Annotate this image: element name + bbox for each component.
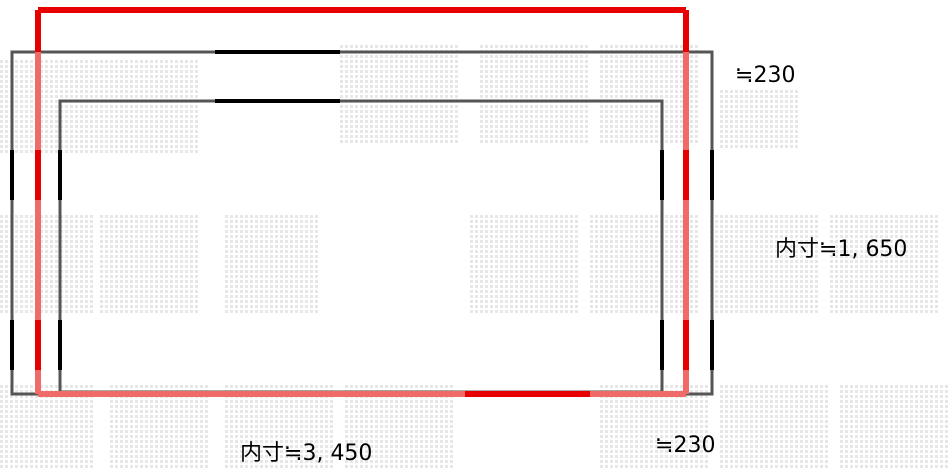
watermark-block xyxy=(100,215,200,315)
watermark-block xyxy=(110,385,210,470)
inner-height-label: 内寸≒1, 650 xyxy=(775,237,907,262)
watermark-block xyxy=(830,215,940,315)
watermark-block xyxy=(590,215,700,315)
watermark-block xyxy=(0,215,95,315)
watermark-block xyxy=(345,385,455,470)
watermark-block xyxy=(840,385,950,470)
top-thickness-label: ≒230 xyxy=(735,63,795,88)
watermark-block xyxy=(340,45,460,145)
dash-accents xyxy=(10,50,714,370)
watermark-block xyxy=(225,385,335,470)
watermark-block xyxy=(0,385,95,470)
bottom-thickness-label: ≒230 xyxy=(655,433,715,458)
watermark-block xyxy=(720,385,830,470)
inner-width-label: 内寸≒3, 450 xyxy=(240,441,372,466)
watermark-block xyxy=(480,45,590,145)
watermark-block xyxy=(600,385,710,470)
red-frame xyxy=(35,7,689,397)
watermark-block xyxy=(0,60,200,155)
watermark-block xyxy=(720,90,800,150)
watermark-block xyxy=(225,215,320,315)
watermark-block xyxy=(710,215,820,315)
watermark-block xyxy=(470,215,580,315)
